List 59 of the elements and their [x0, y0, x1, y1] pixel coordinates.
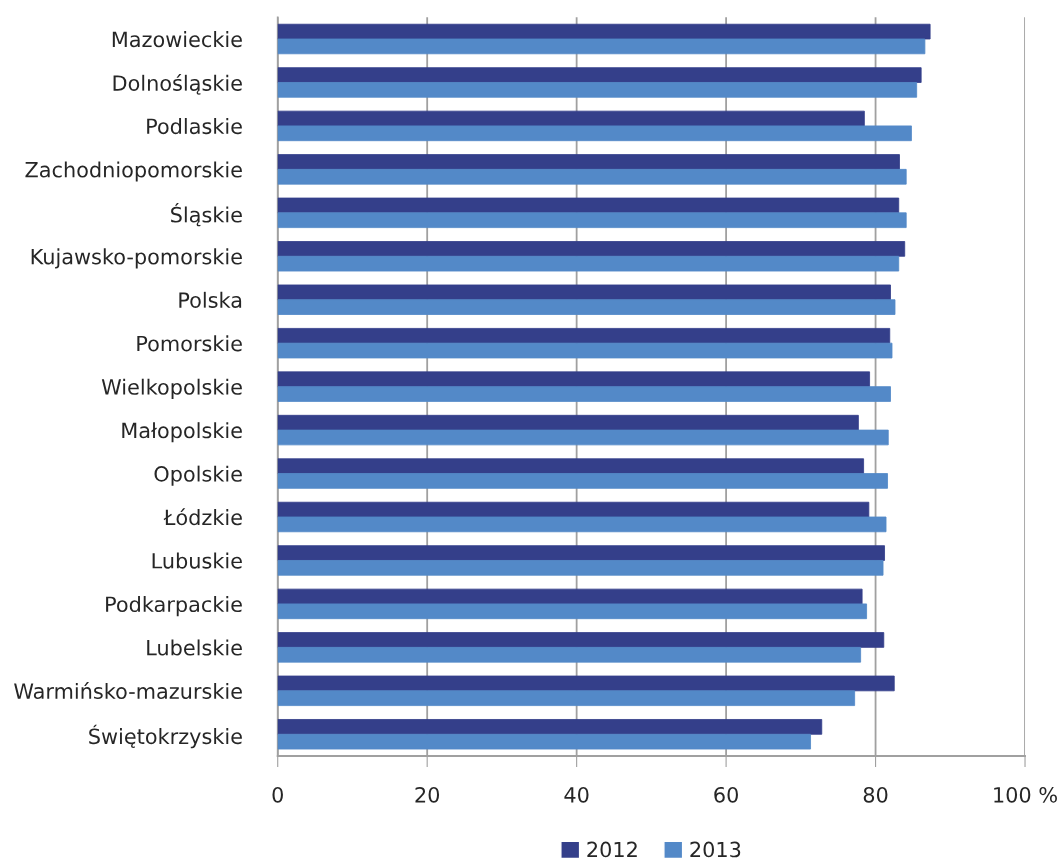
x-tick-label: 60 — [714, 786, 738, 803]
y-tick-label: Świętokrzyskie — [89, 724, 242, 749]
x-tick-label: 0 — [272, 786, 283, 803]
bar — [277, 255, 900, 272]
bar — [277, 67, 922, 83]
bar — [277, 23, 931, 40]
bar — [277, 371, 870, 388]
bar — [277, 82, 918, 98]
bar — [277, 675, 895, 692]
bar — [277, 386, 891, 402]
bar — [277, 690, 856, 707]
bar — [277, 168, 907, 185]
bar — [277, 327, 891, 344]
bar — [277, 125, 912, 142]
y-tick-label: Polska — [179, 291, 242, 308]
bar — [277, 299, 896, 315]
y-tick-label: Podlaskie — [147, 118, 242, 135]
bar — [277, 241, 906, 257]
bar — [277, 632, 885, 648]
bar — [277, 342, 893, 359]
bar — [277, 588, 863, 605]
bar — [277, 284, 891, 301]
bar — [277, 501, 870, 518]
bar — [277, 110, 865, 127]
bar — [277, 414, 859, 431]
x-tick-label: 20 — [415, 786, 440, 803]
bar — [277, 516, 887, 533]
y-tick-label: Kujawsko-pomorskie — [31, 248, 242, 269]
y-tick-label: Dolnośląskie — [113, 73, 242, 95]
y-tick-label: Śląskie — [171, 203, 242, 227]
x-tick-label: 40 — [564, 786, 589, 803]
legend-label: 2013 — [690, 841, 741, 858]
x-tick-label: 80 — [863, 786, 888, 803]
bar — [277, 545, 885, 561]
bar — [277, 560, 884, 576]
y-tick-label: Łódzkie — [163, 508, 242, 526]
bar — [277, 212, 907, 229]
y-tick-label: Mazowieckie — [112, 31, 242, 48]
y-tick-label: Lubelskie — [147, 639, 242, 656]
bar — [277, 603, 868, 620]
y-tick-label: Lubuskie — [152, 552, 242, 569]
bar — [277, 197, 900, 214]
y-tick-label: Zachodniopomorskie — [25, 161, 242, 182]
y-tick-label: Małopolskie — [122, 422, 242, 443]
y-tick-label: Warmińsko-mazurskie — [14, 682, 242, 700]
legend-label: 2012 — [587, 841, 637, 858]
bar — [277, 733, 811, 750]
bar — [277, 429, 889, 446]
bar — [277, 646, 862, 663]
x-tick-label: 100 % — [994, 786, 1057, 803]
bar — [277, 719, 823, 735]
y-tick-label: Opolskie — [154, 465, 242, 486]
y-tick-label: Wielkopolskie — [101, 378, 242, 399]
bar — [277, 458, 865, 474]
y-tick-label: Podkarpackie — [106, 596, 242, 617]
y-tick-label: Pomorskie — [137, 335, 242, 352]
bar — [277, 473, 888, 489]
bar — [277, 154, 900, 170]
bar — [277, 38, 926, 55]
